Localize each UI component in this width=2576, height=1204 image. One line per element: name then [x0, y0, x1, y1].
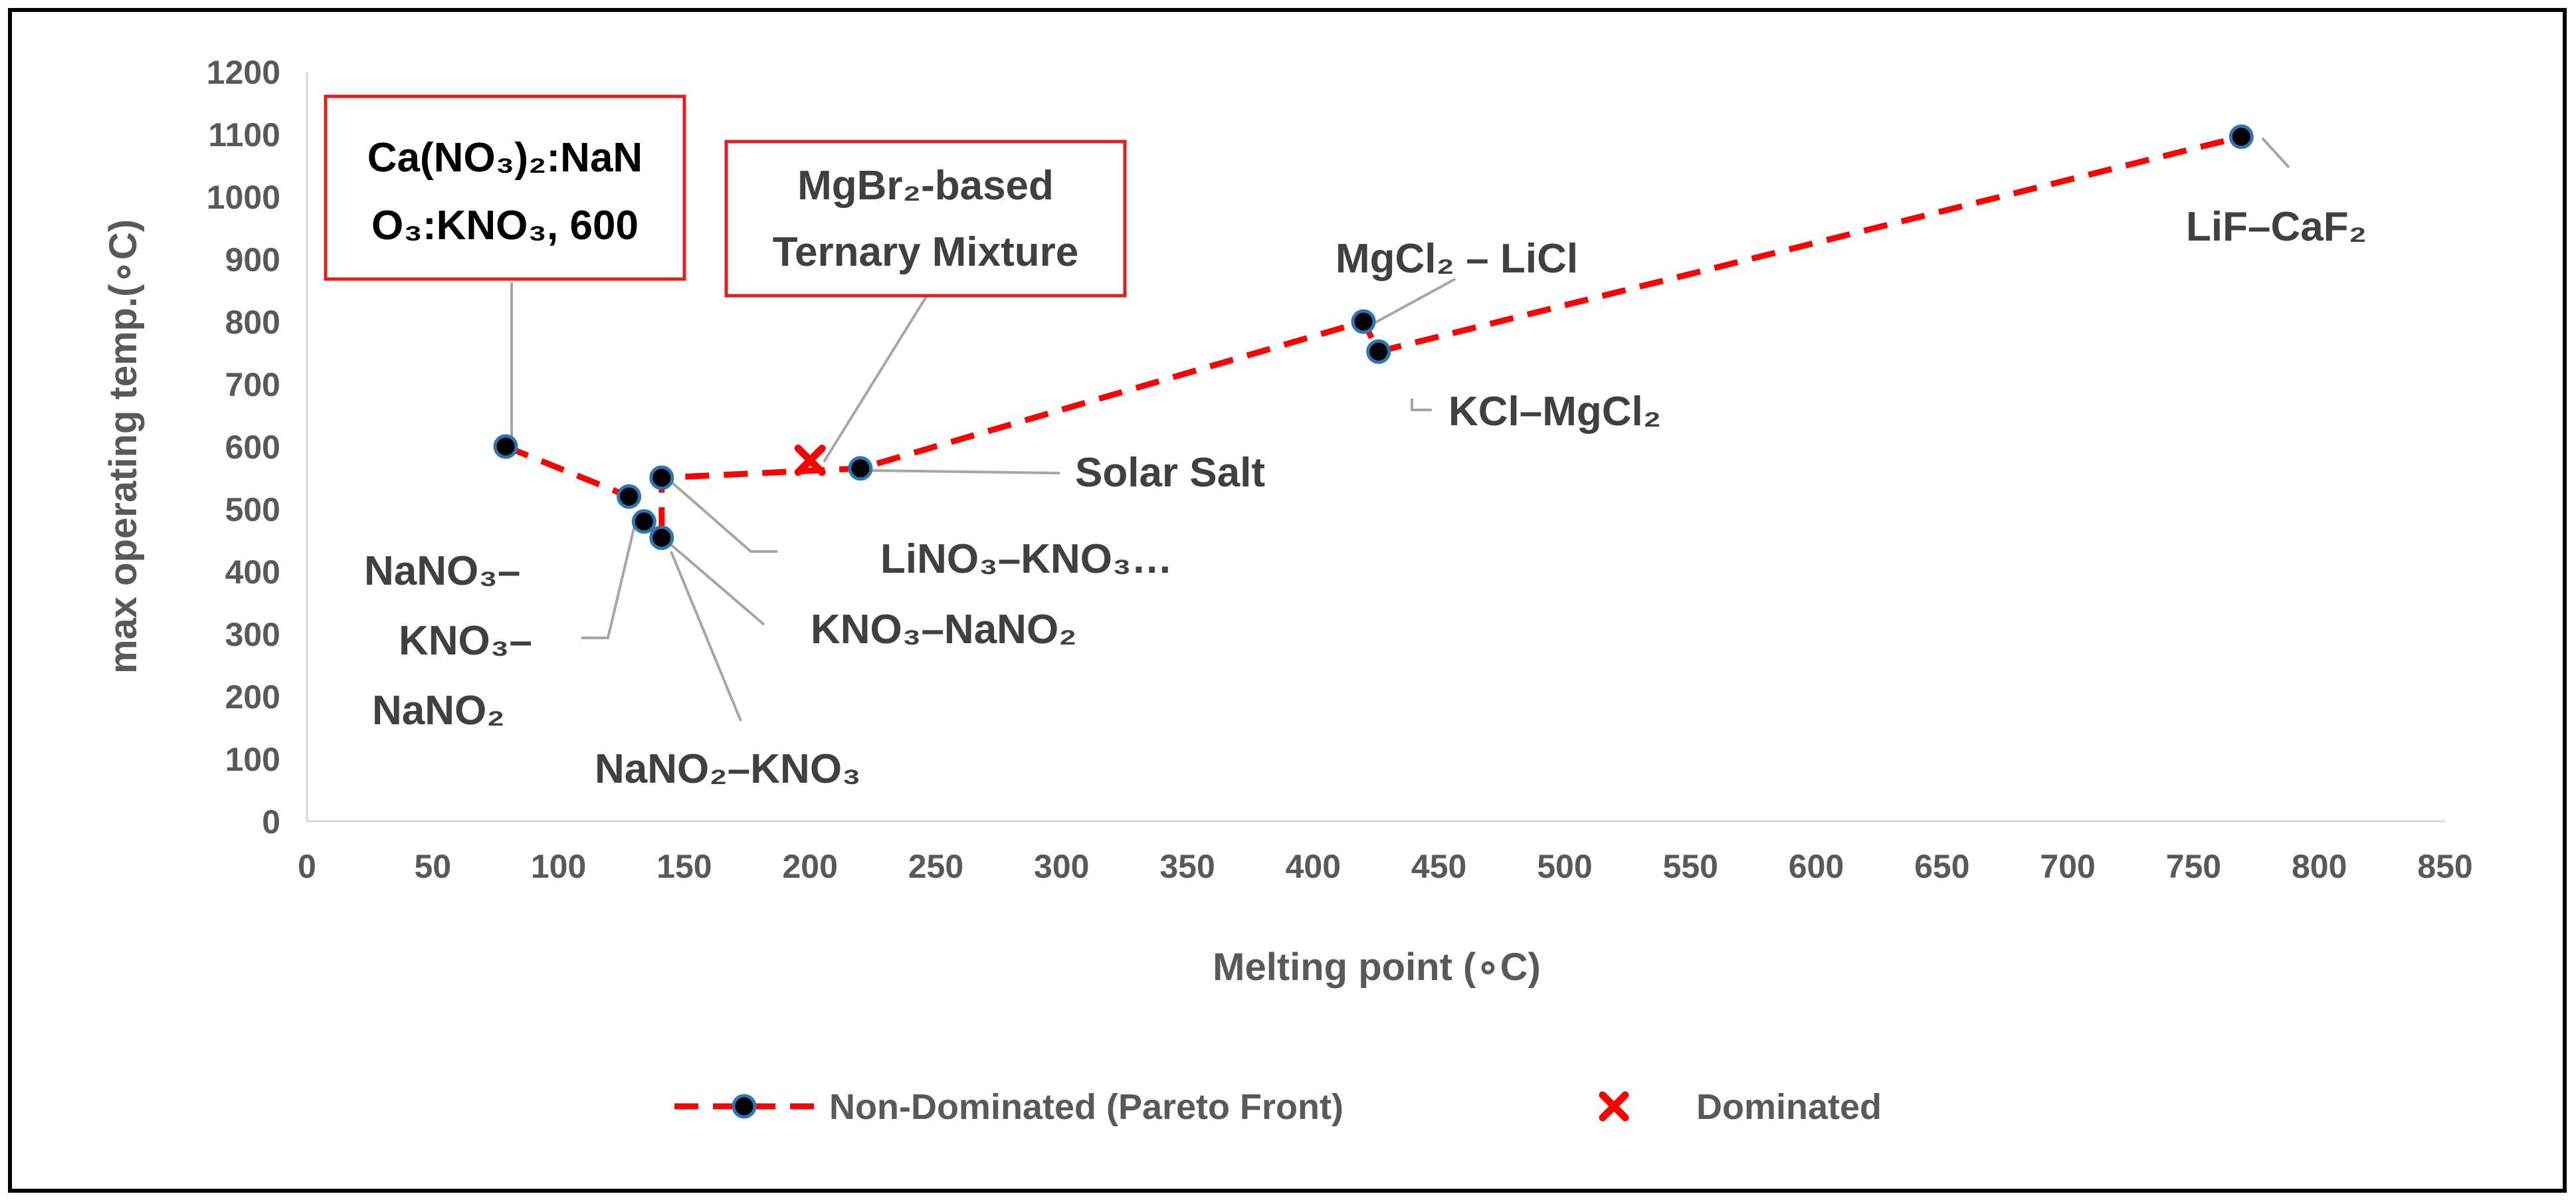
ca-annotation-line2: O₃:KNO₃, 600	[371, 203, 639, 249]
y-tick-label: 1200	[207, 54, 280, 91]
pareto-point	[493, 434, 518, 459]
mgbr-annotation-line1: MgBr₂-based	[797, 163, 1054, 209]
y-tick-label: 700	[225, 366, 280, 403]
y-tick-label: 500	[225, 491, 280, 528]
pareto-point	[649, 525, 674, 550]
label-lif-caf: LiF–CaF₂	[2186, 204, 2367, 250]
y-tick-label: 300	[225, 616, 280, 653]
y-tick-label: 900	[225, 241, 280, 278]
pareto-point	[1351, 309, 1376, 334]
pareto-point	[617, 484, 642, 509]
leader-kno3	[670, 544, 765, 626]
leader-nano3	[581, 511, 639, 639]
x-tick-label: 150	[656, 848, 712, 885]
leader-lif	[2261, 137, 2290, 169]
label-nano3-line1: NaNO₃–	[364, 548, 520, 594]
y-tick-label: 400	[225, 553, 280, 591]
y-tick-label: 600	[225, 429, 280, 466]
x-axis-title: Melting point (∘C)	[1213, 946, 1541, 989]
x-tick-label: 300	[1034, 848, 1089, 885]
x-tick-label: 50	[414, 848, 451, 885]
x-tick-label: 850	[2417, 848, 2472, 885]
label-kno3-nano2: KNO₃–NaNO₂	[811, 607, 1077, 652]
series-layer	[493, 124, 2254, 550]
label-solar-salt: Solar Salt	[1075, 450, 1265, 496]
y-tick-label: 1000	[207, 179, 280, 216]
x-tick-label: 400	[1286, 848, 1341, 885]
y-tick-label: 200	[225, 678, 280, 716]
label-lino3: LiNO₃–KNO₃…	[880, 536, 1173, 582]
x-tick-label: 650	[1914, 848, 1969, 885]
legend-dominated-marker	[1599, 1091, 1629, 1122]
legend-dominated-label: Dominated	[1696, 1087, 1882, 1127]
leader-lino3	[670, 480, 777, 553]
label-nano2-kno3: NaNO₂–KNO₃	[595, 746, 861, 792]
x-tick-label: 250	[908, 848, 963, 885]
x-tick-label: 600	[1789, 848, 1844, 885]
y-tick-label: 0	[262, 803, 280, 841]
x-tick-label: 500	[1537, 848, 1592, 885]
x-tick-label: 100	[531, 848, 586, 885]
x-tick-label: 750	[2166, 848, 2221, 885]
y-tick-labels: 0 100 200 300 400 500 600 700 800 900 1000 1100 1200	[207, 54, 280, 841]
x-tick-labels: 0 50 100 150 200 250 300 350 400 450 500 550 600 650 7…	[298, 848, 2473, 885]
leader-kcl	[1411, 399, 1432, 411]
legend: Non-Dominated (Pareto Front) Dominated	[674, 1087, 1882, 1127]
leader-mgbr	[823, 294, 928, 463]
ca-annotation-box	[324, 94, 686, 281]
ca-annotation-line1: Ca(NO₃)₂:NaN	[367, 135, 643, 181]
y-axis-title: max operating temp.(∘C)	[102, 219, 145, 674]
y-tick-label: 800	[225, 304, 280, 341]
legend-pareto-marker	[732, 1094, 757, 1119]
x-tick-label: 350	[1159, 848, 1215, 885]
pareto-point	[848, 456, 873, 481]
x-tick-label: 450	[1411, 848, 1466, 885]
y-tick-label: 1100	[209, 116, 280, 153]
label-nano3-line2: KNO₃–	[399, 618, 532, 664]
label-mgcl-licl: MgCl₂ – LiCl	[1336, 236, 1578, 282]
dominated-point	[794, 445, 826, 476]
pareto-point	[631, 509, 656, 534]
x-tick-label: 200	[782, 848, 837, 885]
x-tick-label: 550	[1663, 848, 1718, 885]
x-tick-label: 800	[2292, 848, 2347, 885]
mgbr-annotation-line2: Ternary Mixture	[773, 229, 1079, 275]
legend-pareto-label: Non-Dominated (Pareto Front)	[829, 1087, 1343, 1127]
leader-solar	[866, 469, 1060, 474]
leader-lines	[510, 137, 2290, 722]
pareto-point	[2229, 124, 2254, 150]
label-kcl-mgcl: KCl–MgCl₂	[1448, 389, 1661, 435]
pareto-point	[649, 465, 674, 490]
leader-nano2	[670, 551, 742, 722]
y-tick-label: 100	[225, 741, 280, 778]
pareto-point	[1366, 339, 1391, 364]
x-tick-label: 700	[2040, 848, 2095, 885]
mgbr-annotation-box	[724, 140, 1127, 298]
x-tick-label: 0	[298, 848, 316, 885]
label-nano3-line3: NaNO₂	[372, 688, 505, 734]
leader-mgcl-licl	[1371, 278, 1456, 326]
